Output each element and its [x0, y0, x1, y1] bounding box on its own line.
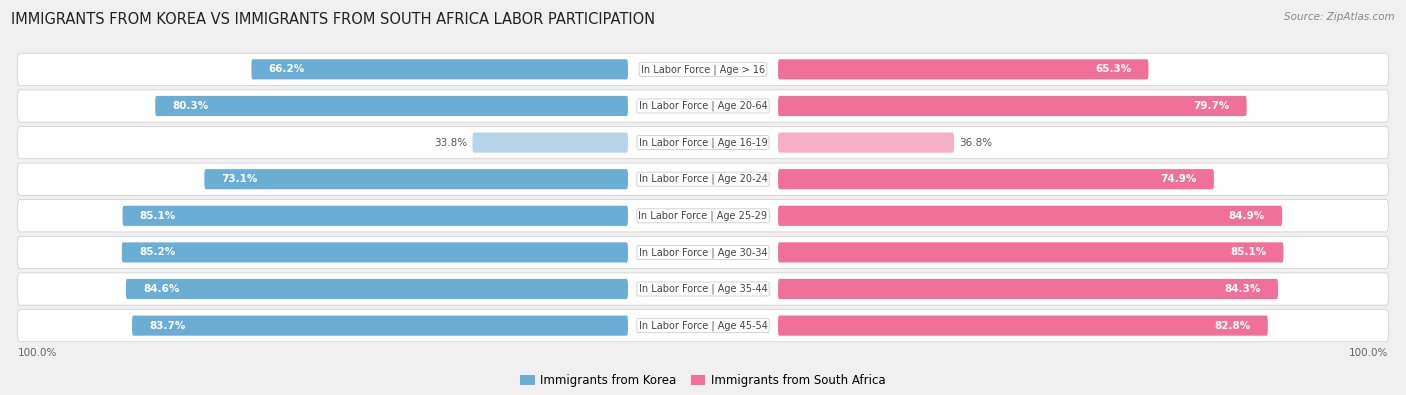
Text: In Labor Force | Age 25-29: In Labor Force | Age 25-29 [638, 211, 768, 221]
Text: 79.7%: 79.7% [1194, 101, 1230, 111]
Text: 84.3%: 84.3% [1225, 284, 1261, 294]
Text: 80.3%: 80.3% [173, 101, 208, 111]
FancyBboxPatch shape [17, 163, 1389, 195]
FancyBboxPatch shape [127, 279, 628, 299]
Text: In Labor Force | Age 35-44: In Labor Force | Age 35-44 [638, 284, 768, 294]
FancyBboxPatch shape [122, 243, 628, 263]
FancyBboxPatch shape [778, 206, 1282, 226]
Text: In Labor Force | Age 45-54: In Labor Force | Age 45-54 [638, 320, 768, 331]
FancyBboxPatch shape [472, 132, 628, 152]
FancyBboxPatch shape [204, 169, 628, 189]
Text: 73.1%: 73.1% [221, 174, 257, 184]
Text: 100.0%: 100.0% [1350, 348, 1389, 358]
Text: 84.6%: 84.6% [143, 284, 180, 294]
Text: 82.8%: 82.8% [1215, 321, 1251, 331]
FancyBboxPatch shape [17, 310, 1389, 342]
FancyBboxPatch shape [17, 90, 1389, 122]
FancyBboxPatch shape [778, 279, 1278, 299]
Legend: Immigrants from Korea, Immigrants from South Africa: Immigrants from Korea, Immigrants from S… [520, 374, 886, 387]
Text: In Labor Force | Age 20-64: In Labor Force | Age 20-64 [638, 101, 768, 111]
Text: In Labor Force | Age 16-19: In Labor Force | Age 16-19 [638, 137, 768, 148]
Text: In Labor Force | Age > 16: In Labor Force | Age > 16 [641, 64, 765, 75]
Text: 33.8%: 33.8% [434, 137, 467, 148]
Text: 65.3%: 65.3% [1095, 64, 1132, 74]
Text: 36.8%: 36.8% [959, 137, 993, 148]
FancyBboxPatch shape [17, 236, 1389, 269]
FancyBboxPatch shape [778, 96, 1247, 116]
Text: 74.9%: 74.9% [1160, 174, 1197, 184]
FancyBboxPatch shape [252, 59, 628, 79]
Text: 85.1%: 85.1% [139, 211, 176, 221]
FancyBboxPatch shape [778, 169, 1213, 189]
Text: IMMIGRANTS FROM KOREA VS IMMIGRANTS FROM SOUTH AFRICA LABOR PARTICIPATION: IMMIGRANTS FROM KOREA VS IMMIGRANTS FROM… [11, 12, 655, 27]
FancyBboxPatch shape [17, 200, 1389, 232]
FancyBboxPatch shape [132, 316, 628, 336]
FancyBboxPatch shape [122, 206, 628, 226]
Text: 85.2%: 85.2% [139, 247, 176, 258]
Text: 66.2%: 66.2% [269, 64, 305, 74]
FancyBboxPatch shape [17, 53, 1389, 85]
FancyBboxPatch shape [17, 126, 1389, 159]
Text: In Labor Force | Age 20-24: In Labor Force | Age 20-24 [638, 174, 768, 184]
Text: 84.9%: 84.9% [1229, 211, 1265, 221]
Text: In Labor Force | Age 30-34: In Labor Force | Age 30-34 [638, 247, 768, 258]
FancyBboxPatch shape [778, 243, 1284, 263]
FancyBboxPatch shape [778, 132, 955, 152]
FancyBboxPatch shape [17, 273, 1389, 305]
FancyBboxPatch shape [778, 59, 1149, 79]
Text: 85.1%: 85.1% [1230, 247, 1267, 258]
Text: Source: ZipAtlas.com: Source: ZipAtlas.com [1284, 12, 1395, 22]
FancyBboxPatch shape [778, 316, 1268, 336]
Text: 83.7%: 83.7% [149, 321, 186, 331]
FancyBboxPatch shape [155, 96, 628, 116]
Text: 100.0%: 100.0% [17, 348, 56, 358]
